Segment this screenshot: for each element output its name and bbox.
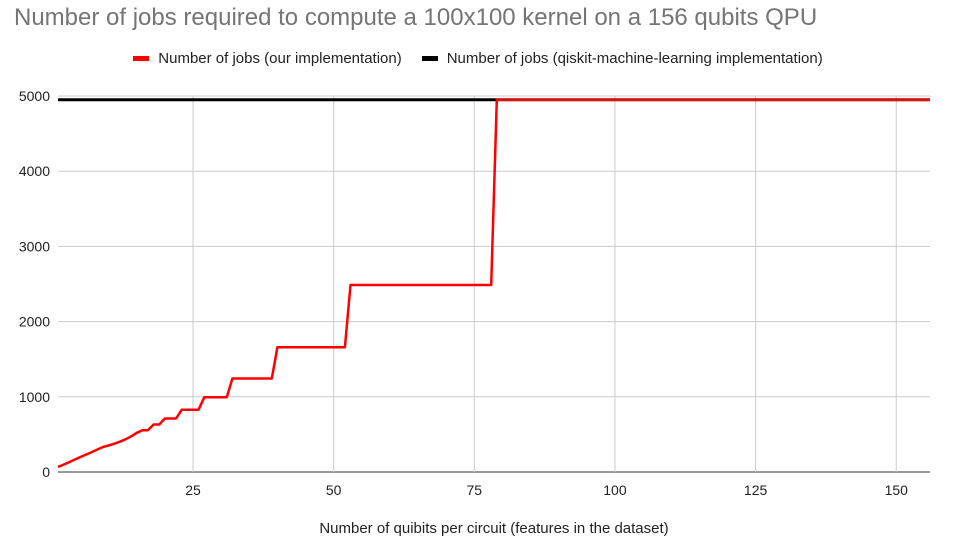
chart-title: Number of jobs required to compute a 100… [14,4,818,31]
y-tick-label: 5000 [19,88,50,104]
legend: Number of jobs (our implementation) Numb… [0,50,956,67]
x-tick-label: 125 [744,482,768,498]
series-line-ours [57,98,930,469]
y-tick-label: 0 [42,464,50,480]
y-tick-label: 4000 [19,163,50,179]
legend-label-qiskit: Number of jobs (qiskit-machine-learning … [446,50,823,67]
legend-swatch-ours [133,56,150,61]
x-tick-label: 75 [467,482,483,498]
legend-item-ours[interactable]: Number of jobs (our implementation) [133,50,402,67]
y-tick-label: 3000 [19,238,50,254]
x-tick-label: 50 [326,482,342,498]
x-axis-label: Number of quibits per circuit (features … [319,520,669,537]
x-tick-label: 100 [603,482,627,498]
y-tick-label: 1000 [19,389,50,405]
legend-swatch-qiskit [421,56,438,61]
legend-item-qiskit[interactable]: Number of jobs (qiskit-machine-learning … [421,50,823,67]
y-tick-label: 2000 [19,314,50,330]
legend-label-ours: Number of jobs (our implementation) [158,50,402,67]
x-tick-label: 25 [185,482,201,498]
x-tick-label: 150 [885,482,909,498]
